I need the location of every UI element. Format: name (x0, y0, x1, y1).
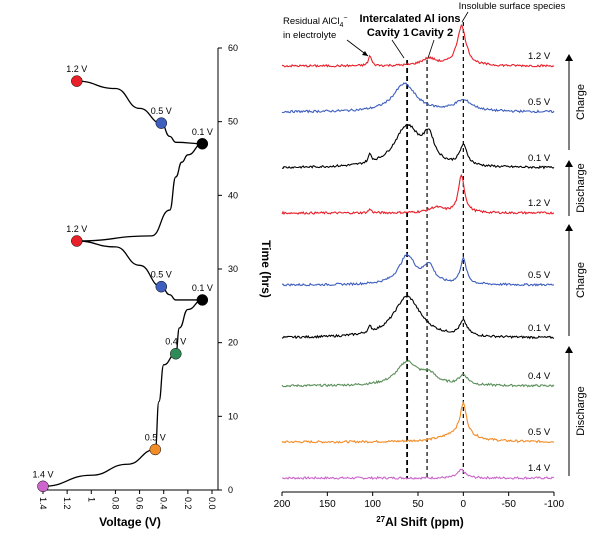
cavity1-label: Cavity 1 (367, 27, 409, 39)
spectrum-label: 0.1 V (528, 153, 551, 164)
voltage-x-label: Voltage (V) (99, 515, 161, 529)
voltage-marker-label: 0.1 V (192, 127, 213, 137)
voltage-tick-label: 0.6 (135, 497, 145, 510)
charge-discharge-brackets: Discharge Charge Discharge Charge (565, 54, 587, 476)
bracket-arrowhead (565, 160, 573, 167)
ppm-x-label-text: Al Shift (ppm) (385, 515, 464, 529)
time-y-ticks: 0 10 20 30 40 50 60 (218, 43, 238, 495)
voltage-marker-label: 1.4 V (32, 469, 53, 479)
spectrum-labels: 1.4 V 0.5 V 0.4 V 0.1 V 0.5 V 1.2 V 0.1 V 0.5 V… (528, 51, 551, 474)
voltage-tick-label: 1 (86, 497, 96, 502)
spectrum-label: 0.1 V (528, 323, 551, 334)
reference-lines (406, 22, 464, 478)
voltage-time-plot: 1.4 1.2 1 0.8 0.6 0.4 0.2 0.0 0 10 20 30 40 50 60 1.4… (32, 43, 273, 529)
voltage-marker (155, 117, 168, 129)
nmr-spectrum (281, 359, 555, 388)
nmr-spectrum (281, 252, 555, 287)
nmr-spectrum (281, 173, 555, 216)
nmr-spectrum (281, 295, 555, 340)
cavity2-arrow (427, 39, 435, 59)
nmr-spectrum (281, 468, 555, 480)
voltage-x-ticks: 1.4 1.2 1 0.8 0.6 0.4 0.2 0.0 (38, 490, 217, 510)
bracket-label: Discharge (575, 163, 587, 213)
time-tick-label: 10 (228, 411, 238, 421)
cavity1-arrow (391, 39, 405, 59)
voltage-tick-label: 0.0 (207, 497, 217, 510)
nmr-spectrum (281, 23, 555, 68)
bracket-arrowhead (565, 224, 573, 231)
voltage-marker-label: 1.2 V (66, 64, 87, 74)
nmr-spectra-plot: 200 150 100 50 0 -50 -100 1.4 V 0.5 V 0.4 V 0.1 V… (274, 1, 587, 529)
voltage-marker (71, 75, 83, 87)
voltage-marker-label: 1.2 V (66, 224, 87, 234)
bracket-arrowhead (565, 346, 573, 353)
spectrum-label: 0.5 V (528, 270, 551, 281)
voltage-marker-label: 0.5 V (151, 270, 172, 280)
voltage-tick-label: 0.8 (110, 497, 120, 510)
nmr-spectrum (281, 123, 555, 170)
voltage-tick-label: 0.4 (159, 497, 169, 510)
voltage-marker (37, 480, 49, 493)
voltage-marker (149, 443, 162, 456)
time-tick-label: 60 (228, 43, 238, 53)
residual-arrowhead (362, 51, 368, 56)
time-tick-label: 0 (228, 485, 233, 495)
ppm-tick-label: 50 (412, 499, 424, 510)
time-tick-label: 20 (228, 338, 238, 348)
nmr-spectrum (281, 82, 555, 114)
spectrum-label: 1.4 V (528, 463, 551, 474)
voltage-marker-label: 0.5 V (151, 106, 172, 116)
time-tick-label: 40 (228, 190, 238, 200)
spectrum-label: 0.5 V (528, 427, 551, 438)
spectrum-label: 1.2 V (528, 51, 551, 62)
voltage-marker (196, 294, 209, 306)
bracket-arrowhead (565, 54, 573, 61)
residual-annotation-line2: in electrolyte (283, 30, 336, 41)
voltage-marker (170, 347, 182, 360)
cavity2-label: Cavity 2 (411, 27, 453, 39)
ppm-tick-label: 0 (461, 499, 467, 510)
time-tick-label: 50 (228, 117, 238, 127)
ppm-tick-label: 200 (274, 499, 291, 510)
nmr-spectrum (281, 400, 555, 444)
nmr-spectra (281, 23, 555, 480)
voltage-tick-label: 1.2 (62, 497, 72, 510)
voltage-marker-label: 0.4 V (165, 337, 186, 347)
ppm-x-label-superscript: 27 (376, 515, 385, 524)
time-tick-label: 30 (228, 264, 238, 274)
spectrum-label: 0.4 V (528, 371, 551, 382)
residual-annotation: Residual AlCl4− (283, 15, 348, 29)
ppm-tick-label: 100 (364, 499, 381, 510)
ppm-x-label: 27Al Shift (ppm) (376, 515, 464, 529)
bracket-label: Discharge (575, 386, 587, 436)
spectrum-label: 0.5 V (528, 97, 551, 108)
ppm-tick-label: 150 (319, 499, 336, 510)
intercalated-annotation: Intercalated Al ions (359, 13, 460, 25)
voltage-marker-label: 0.1 V (192, 283, 213, 293)
voltage-marker (155, 280, 168, 293)
voltage-curve (42, 80, 203, 487)
bracket-label: Charge (575, 262, 587, 298)
ppm-tick-label: -100 (544, 499, 564, 510)
ppm-x-ticks: 200 150 100 50 0 -50 -100 (274, 492, 564, 510)
voltage-markers: 1.4 V 0.5 V 0.4 V 0.1 V 0.5 V 1.2 V 0.1 V 0.5 V… (32, 64, 213, 493)
voltage-tick-label: 0.2 (183, 497, 193, 510)
insoluble-annotation: Insoluble surface species (459, 1, 566, 12)
bracket-label: Charge (575, 84, 587, 120)
voltage-marker (196, 138, 209, 150)
voltage-marker-label: 0.5 V (145, 432, 166, 442)
spectrum-label: 1.2 V (528, 198, 551, 209)
voltage-tick-label: 1.4 (38, 497, 48, 510)
insoluble-arrow (461, 11, 469, 23)
ppm-tick-label: -50 (501, 499, 516, 510)
voltage-marker (71, 235, 83, 247)
time-y-label: Time (hrs) (259, 240, 273, 298)
